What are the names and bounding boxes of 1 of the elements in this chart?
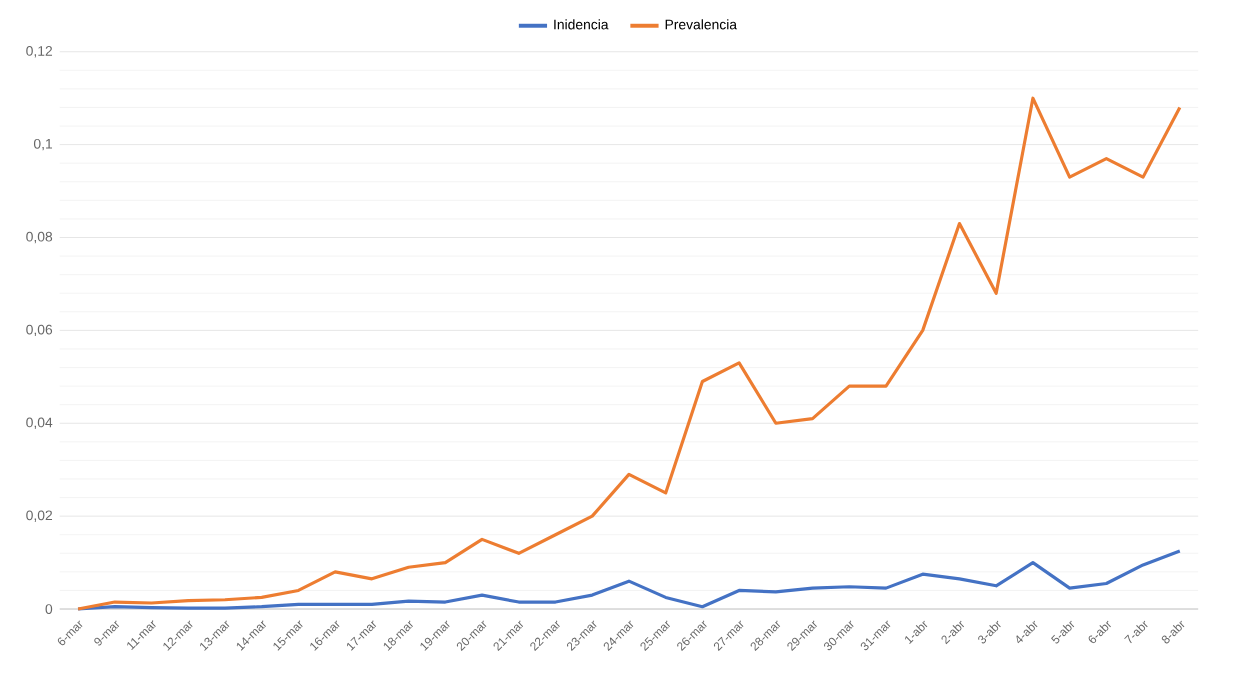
line-series (76, 96, 1182, 611)
